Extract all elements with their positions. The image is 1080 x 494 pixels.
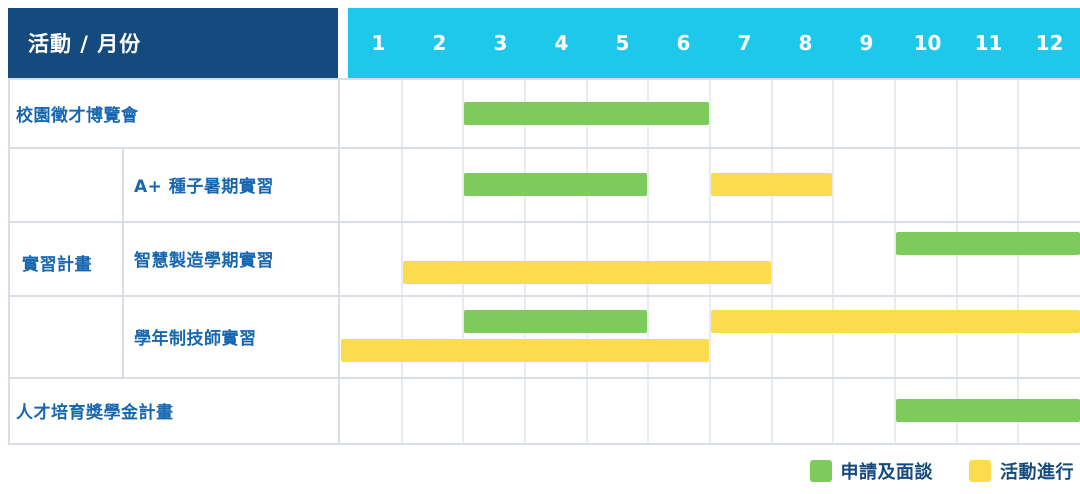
- row-border-bottom: [8, 443, 1080, 445]
- bar-apply-row5-m10-m12: [896, 398, 1080, 422]
- month-label-3: 3: [493, 31, 508, 55]
- month-label-4: 4: [554, 31, 569, 55]
- month-label-9: 9: [859, 31, 874, 55]
- legend-apply-swatch: [809, 460, 832, 482]
- legend-apply-label: 申請及面談: [840, 462, 933, 483]
- month-label-1: 1: [371, 31, 386, 55]
- month-gridline-10: [894, 80, 896, 443]
- month-label-6: 6: [676, 31, 691, 55]
- month-label-12: 12: [1035, 31, 1064, 55]
- bar-apply-row2-m3-m5: [464, 172, 648, 196]
- month-gridline-8: [771, 80, 773, 443]
- month-header-strip: 1 2 3 4 5 6 7 8 9 10 11 12: [348, 8, 1080, 78]
- legend-activity-label: 活動進行: [1000, 462, 1074, 483]
- legend-activity-swatch: [969, 460, 991, 482]
- bar-apply-row3-m10-m12: [896, 232, 1080, 255]
- corner-header: 活動 / 月份: [8, 8, 338, 78]
- month-label-7: 7: [737, 31, 752, 55]
- bar-apply-row1-m3-m6: [464, 102, 709, 125]
- label-chart-divider: [338, 80, 340, 443]
- bar-activity-row3-m2-m7: [402, 261, 771, 284]
- row-border-top: [8, 78, 1080, 80]
- row-border-4: [8, 377, 1080, 379]
- corner-header-label: 活動 / 月份: [28, 32, 142, 56]
- group-label: 實習計畫: [22, 254, 92, 275]
- row-label-5: 人才培育獎學金計畫: [16, 402, 174, 423]
- row-border-3: [8, 295, 1080, 297]
- legend: 申請及面談 活動進行: [809, 458, 1075, 484]
- bar-activity-row4-m7-m12: [711, 310, 1080, 333]
- row-label-4: 學年制技師實習: [134, 328, 257, 349]
- month-label-2: 2: [432, 31, 447, 55]
- row-border-1: [8, 147, 1080, 149]
- table-left-border: [8, 80, 10, 443]
- month-gridline-2: [401, 80, 403, 443]
- month-gridline-12: [1017, 80, 1019, 443]
- bar-activity-row2-m7-m8: [711, 172, 833, 196]
- group-sublabel-divider: [122, 147, 124, 377]
- row-label-1: 校園徵才博覽會: [16, 106, 139, 126]
- month-label-5: 5: [615, 31, 630, 55]
- month-label-11: 11: [974, 31, 1003, 55]
- month-gridline-9: [832, 80, 834, 443]
- month-label-10: 10: [913, 31, 942, 55]
- row-label-2: A+ 種子暑期實習: [134, 176, 274, 197]
- month-label-8: 8: [798, 31, 813, 55]
- row-label-3: 智慧製造學期實習: [134, 250, 274, 271]
- row-border-2: [8, 221, 1080, 223]
- month-gridline-11: [956, 80, 958, 443]
- bar-apply-row4-m3-m5: [464, 310, 648, 333]
- bar-activity-row4-m1-m6: [341, 339, 709, 362]
